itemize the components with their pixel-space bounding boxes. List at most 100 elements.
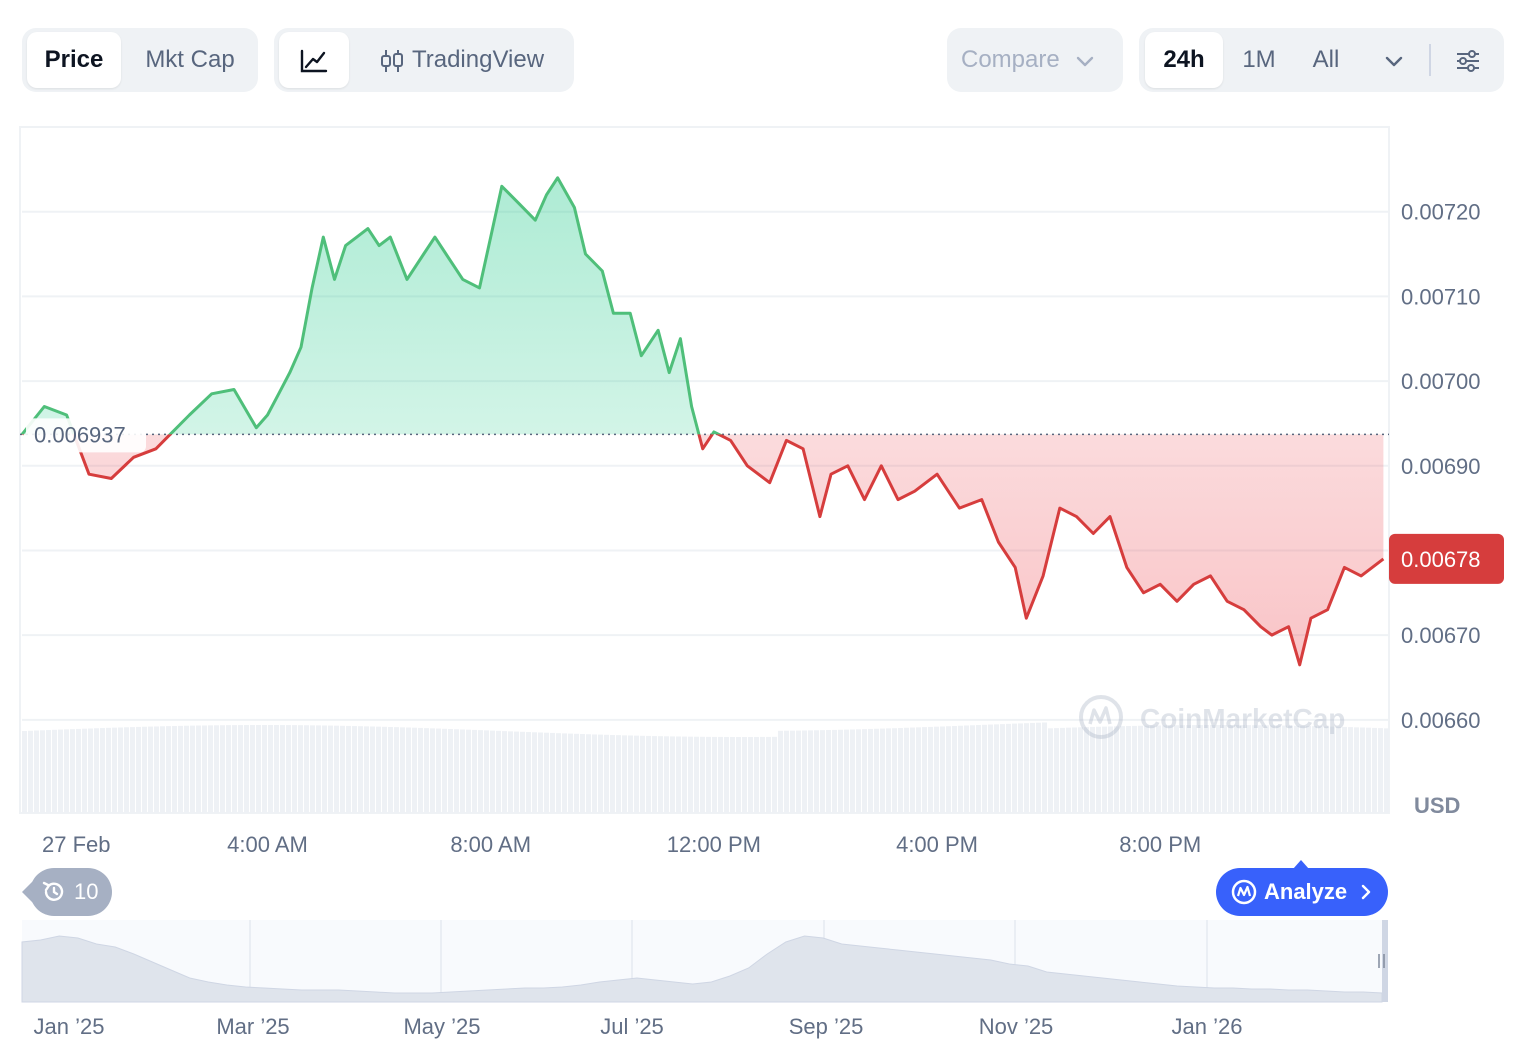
volume-bar [874,728,879,813]
range-navigator[interactable]: Jan ’25 Mar ’25 May ’25 Jul ’25 Sep ’25 Nov ’… [0,920,1530,1060]
volume-bar [1336,726,1341,813]
range-more-button[interactable] [1365,32,1423,88]
area-below-open [73,434,1384,665]
volume-bar [268,725,273,813]
volume-bar [1186,725,1191,813]
volume-bar [502,731,507,813]
volume-bar [1210,725,1215,813]
volume-bar [814,730,819,813]
navigator-handle[interactable] [1382,920,1388,1002]
volume-bar [298,725,303,813]
volume-bar [394,727,399,813]
navigator-grip-icon[interactable] [1378,954,1385,968]
mktcap-tab[interactable]: Mkt Cap [145,46,235,73]
volume-bar [598,734,603,813]
volume-bar [1000,724,1005,813]
volume-bar [574,733,579,813]
volume-bar [850,729,855,813]
volume-bar [232,725,237,813]
volume-bar [370,726,375,813]
volume-bar [340,725,345,813]
volume-bar [388,726,393,813]
volume-bar [304,725,309,813]
tradingview-button[interactable]: TradingView [358,32,564,88]
line-chart-button[interactable] [279,32,349,88]
range-all-button[interactable]: All [1312,46,1340,73]
volume-bar [112,727,117,813]
volume-bar [586,734,591,813]
volume-bar [34,730,39,813]
volume-bar [1096,726,1101,813]
volume-bar [160,726,165,813]
navigator-history-area [21,935,1383,1003]
volume-bar [778,730,783,813]
analyze-pointer [1293,860,1309,869]
range-1m-button[interactable]: 1M [1242,46,1276,73]
price-line-up [20,176,723,435]
volume-bar [238,725,243,813]
volume-bar [1258,725,1263,813]
volume-bar [1024,723,1029,813]
volume-bar [916,727,921,813]
chevron-down-icon [1077,56,1094,66]
volume-bar [418,727,423,813]
volume-bar [58,729,63,813]
volume-bar [550,732,555,813]
history-button[interactable]: 10 [30,868,112,916]
volume-bar [1108,726,1113,813]
volume-bar [580,734,585,813]
volume-bar [1072,727,1077,813]
volume-bar [142,726,147,813]
volume-bar [478,730,483,813]
candlestick-icon [380,49,403,72]
volume-bar [1354,727,1359,813]
navigator-tick-label: Mar ’25 [216,1014,289,1039]
volume-bar [250,725,255,813]
x-tick-label: 27 Feb [42,832,111,857]
currency-label: USD [1414,793,1460,818]
volume-bar [688,736,693,813]
volume-bar [532,732,537,813]
volume-bar [544,732,549,813]
volume-bar [376,726,381,813]
history-icon [42,881,64,901]
volume-bar [496,730,501,813]
volume-bar [1240,725,1245,813]
volume-bar [610,734,615,813]
volume-bar [1270,725,1275,813]
volume-bar [382,726,387,813]
volume-bar [328,725,333,813]
volume-bar [46,730,51,813]
volume-bar [64,729,69,813]
volume-bar [1060,727,1065,813]
volume-bar [1252,725,1257,813]
volume-bar [1312,726,1317,813]
volume-bar [1198,725,1203,813]
range-24h-button[interactable]: 24h [1145,32,1223,88]
volume-bar [982,724,987,813]
x-axis: 27 Feb 4:00 AM 8:00 AM 12:00 PM 4:00 PM 8:00 … [42,832,1201,857]
navigator-tick-label: Nov ’25 [979,1014,1054,1039]
volume-bar [622,735,627,813]
settings-button[interactable] [1439,32,1497,88]
volume-bar [280,725,285,813]
volume-bar [766,736,771,813]
volume-bar [292,725,297,813]
volume-bar [148,726,153,813]
open-price-label: 0.006937 [26,418,146,453]
volume-bar [94,728,99,813]
navigator-tick-label: Jan ’25 [34,1014,105,1039]
analyze-button[interactable]: Analyze [1216,868,1388,916]
compare-dropdown[interactable]: Compare [947,28,1123,92]
volume-bar [880,728,885,813]
volume-bar [868,728,873,813]
price-tab[interactable]: Price [27,32,121,88]
volume-bar [52,729,57,813]
volume-bar [742,736,747,813]
volume-bar [1330,726,1335,813]
volume-bar [616,735,621,813]
volume-bar [1006,723,1011,813]
volume-bar [448,729,453,813]
volume-bar [1282,725,1287,813]
